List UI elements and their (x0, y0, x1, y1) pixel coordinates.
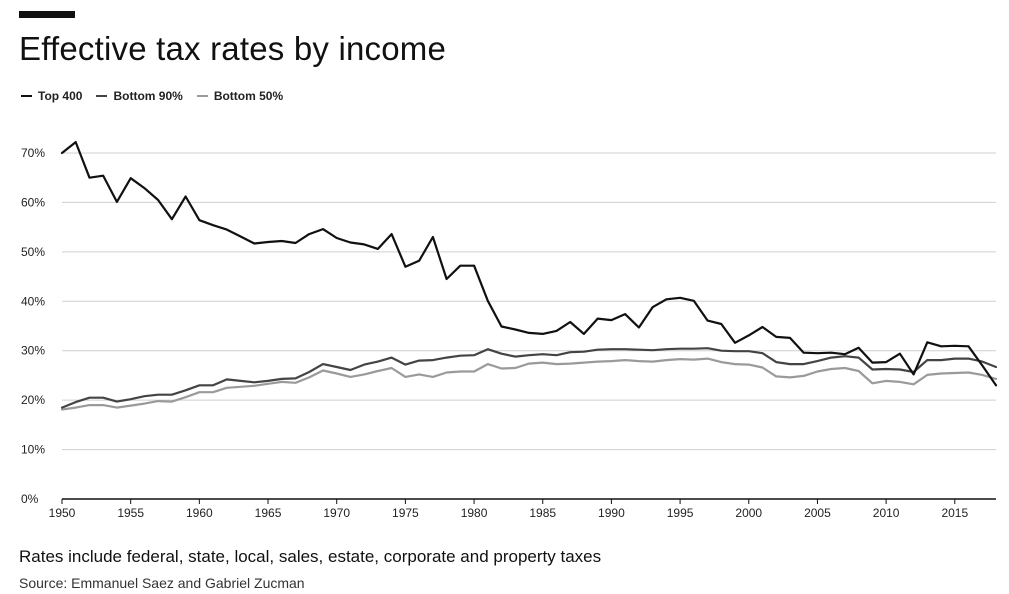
x-tick-label: 1980 (461, 506, 488, 520)
y-tick-label: 20% (21, 393, 45, 407)
x-tick-label: 1985 (529, 506, 556, 520)
y-tick-label: 30% (21, 344, 45, 358)
legend-item-bottom-50: Bottom 50% (196, 89, 284, 103)
series-lines (60, 141, 998, 411)
series-line-top-400 (60, 141, 998, 387)
axes: 0% 10% 20% 30% 40% 50% 60% 70% 1950 1955 1960 1965 1… (21, 146, 996, 520)
legend-label-bottom-50: Bottom 50% (213, 89, 284, 103)
x-tick-label: 1955 (117, 506, 144, 520)
legend-item-bottom-90: Bottom 90% (96, 89, 183, 103)
series-line-bottom-50 (60, 357, 998, 411)
x-tick-label: 1960 (186, 506, 213, 520)
y-tick-label: 70% (21, 146, 45, 160)
chart-source: Source: Emmanuel Saez and Gabriel Zucman (19, 575, 305, 591)
y-tick-label: 40% (21, 294, 45, 308)
x-tick-label: 1995 (667, 506, 694, 520)
y-tick-label: 0% (21, 492, 39, 506)
y-tick-label: 50% (21, 245, 45, 259)
y-tick-label: 60% (21, 195, 45, 209)
chart-title: Effective tax rates by income (19, 30, 447, 67)
legend-label-top-400: Top 400 (38, 89, 83, 103)
title-accent-bar (19, 11, 75, 18)
legend-label-bottom-90: Bottom 90% (113, 89, 183, 103)
gridlines (62, 152, 996, 451)
series-line-bottom-90 (60, 347, 998, 409)
x-tick-label: 1965 (255, 506, 282, 520)
x-tick-label: 1990 (598, 506, 625, 520)
x-tick-label: 1950 (49, 506, 76, 520)
x-tick-label: 2000 (735, 506, 762, 520)
x-tick-label: 2010 (873, 506, 900, 520)
x-tick-label: 1975 (392, 506, 419, 520)
legend: Top 400 Bottom 90% Bottom 50% (21, 89, 297, 103)
y-tick-label: 10% (21, 443, 45, 457)
x-tick-label: 2005 (804, 506, 831, 520)
legend-swatch-bottom-90 (96, 95, 108, 97)
legend-swatch-top-400 (21, 95, 32, 97)
legend-item-top-400: Top 400 (21, 89, 82, 103)
legend-swatch-bottom-50 (196, 95, 208, 97)
x-tick-label: 2015 (941, 506, 968, 520)
x-tick-label: 1970 (323, 506, 350, 520)
chart-subtitle: Rates include federal, state, local, sal… (19, 547, 602, 566)
